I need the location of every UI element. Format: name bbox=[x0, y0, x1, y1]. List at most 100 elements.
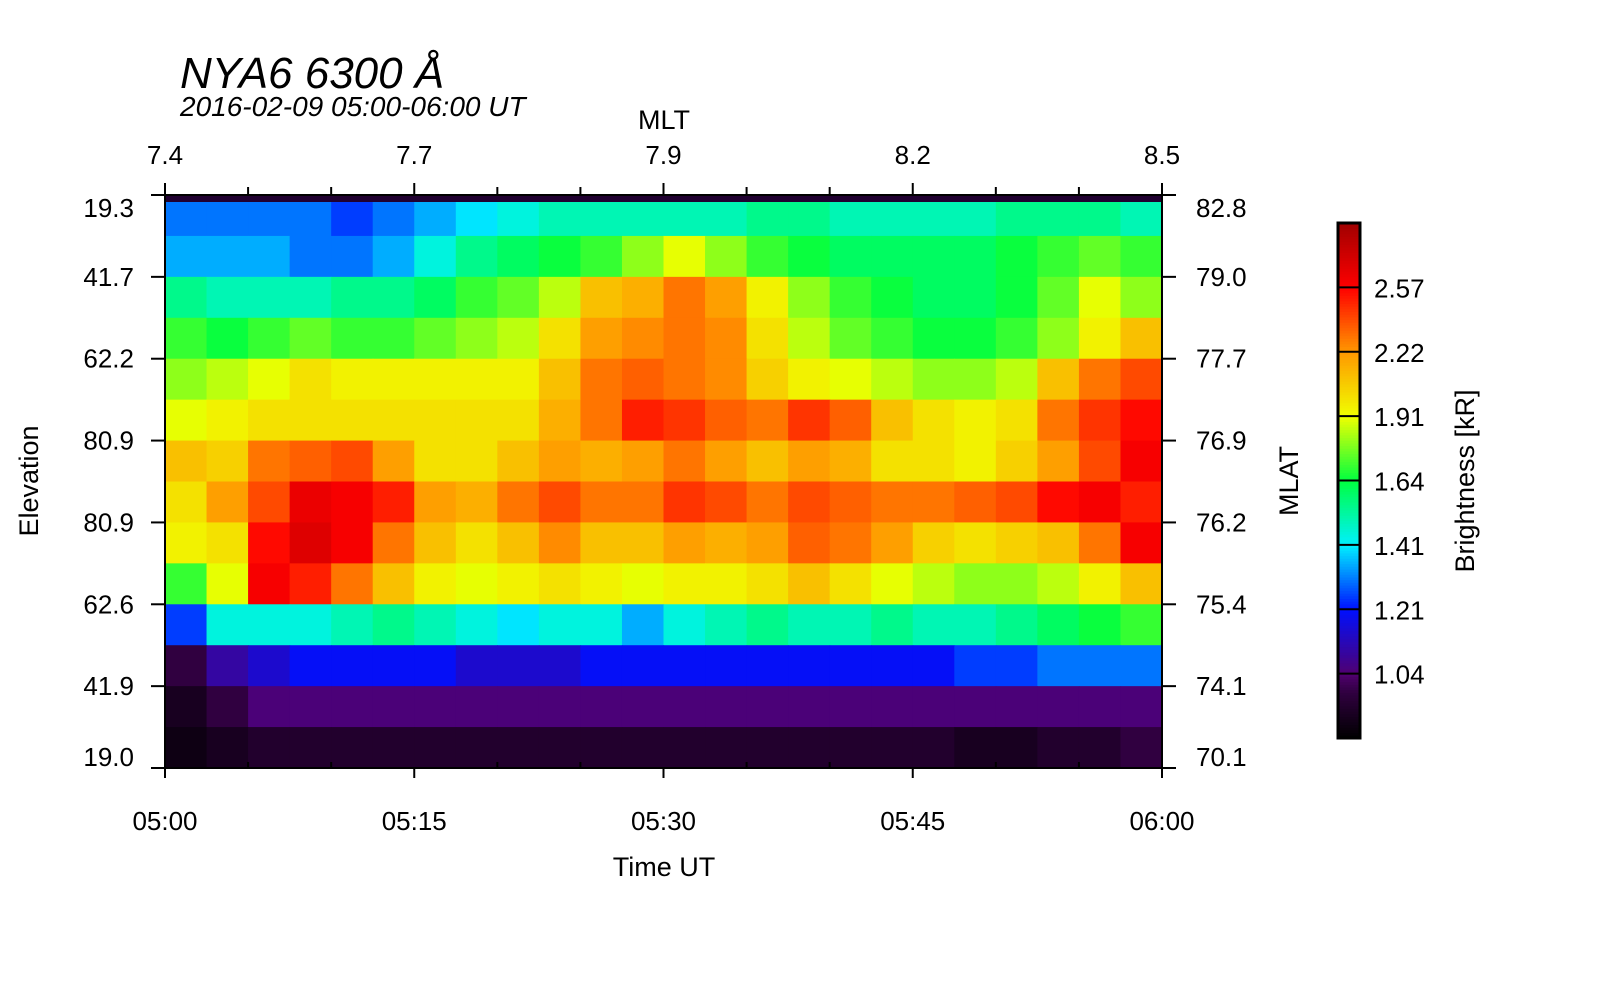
heatmap-cell bbox=[995, 358, 1038, 401]
heatmap-cell bbox=[621, 440, 665, 483]
colorbar-segment bbox=[1338, 472, 1360, 476]
heatmap-cell bbox=[871, 235, 914, 278]
heatmap-cell bbox=[331, 727, 374, 768]
heatmap-cell bbox=[497, 563, 540, 605]
heatmap-cell bbox=[705, 235, 748, 278]
heatmap-cell bbox=[455, 276, 498, 319]
heatmap-cell bbox=[705, 399, 748, 442]
axes: 05:00 7.4 05:15 7.7 05:30 7.9 05:45 8.2 06:00 8.5… bbox=[83, 140, 1246, 836]
colorbar-segment bbox=[1338, 381, 1360, 385]
colorbar-segment bbox=[1338, 236, 1360, 240]
heatmap-cell bbox=[788, 440, 831, 483]
colorbar-segment bbox=[1338, 437, 1360, 441]
colorbar-segment bbox=[1338, 424, 1360, 428]
colorbar-segment bbox=[1338, 536, 1360, 541]
colorbar-segment bbox=[1338, 676, 1360, 680]
heatmap-cell bbox=[580, 522, 623, 564]
colorbar-segment bbox=[1338, 290, 1360, 294]
colorbar-tick-label: 1.41 bbox=[1374, 531, 1425, 561]
colorbar-segment bbox=[1338, 534, 1360, 538]
heatmap-cell bbox=[331, 358, 374, 401]
colorbar-segment bbox=[1338, 652, 1360, 656]
heatmap-cell bbox=[580, 727, 623, 768]
colorbar-segment bbox=[1338, 619, 1360, 624]
heatmap-cell bbox=[289, 645, 332, 687]
heatmap-cell bbox=[995, 604, 1038, 646]
x-tick-label: 05:45 bbox=[880, 806, 945, 836]
colorbar-segment bbox=[1338, 716, 1360, 720]
colorbar-segment bbox=[1338, 367, 1360, 372]
heatmap-cell bbox=[829, 399, 872, 442]
colorbar-segment bbox=[1338, 528, 1360, 532]
heatmap-cell bbox=[248, 686, 291, 728]
colorbar-segment bbox=[1338, 271, 1360, 275]
heatmap-cell bbox=[248, 235, 291, 278]
heatmap-cell bbox=[165, 604, 208, 646]
heatmap-cell bbox=[954, 481, 997, 524]
heatmap-cell bbox=[455, 481, 498, 524]
heatmap-cell bbox=[206, 481, 249, 524]
heatmap-cell bbox=[331, 645, 374, 687]
y-axis-label: Elevation bbox=[14, 425, 44, 536]
colorbar-segment bbox=[1338, 539, 1360, 543]
heatmap-cell bbox=[455, 317, 498, 360]
colorbar-segment bbox=[1338, 483, 1360, 487]
heatmap-cell bbox=[746, 358, 789, 401]
heatmap-cell bbox=[705, 563, 748, 605]
colorbar-segment bbox=[1338, 603, 1360, 608]
heatmap-cell bbox=[497, 481, 540, 524]
heatmap-cell bbox=[331, 563, 374, 605]
heatmap-cell bbox=[995, 686, 1038, 728]
heatmap-cell bbox=[206, 235, 249, 278]
colorbar-segment bbox=[1338, 520, 1360, 524]
colorbar-segment bbox=[1338, 523, 1360, 527]
heatmap-cell bbox=[206, 358, 249, 401]
heatmap-cell bbox=[580, 317, 623, 360]
heatmap-cell bbox=[414, 358, 457, 401]
heatmap-cell bbox=[165, 481, 208, 524]
heatmap-cell bbox=[414, 235, 457, 278]
heatmap-cell bbox=[829, 522, 872, 564]
heatmap-cell bbox=[871, 645, 914, 687]
heatmap-cell bbox=[248, 440, 291, 483]
colorbar-segment bbox=[1338, 228, 1360, 232]
heatmap-cell bbox=[248, 522, 291, 564]
heatmap-cell bbox=[954, 440, 997, 483]
heatmap-cell bbox=[455, 235, 498, 278]
heatmap-cell bbox=[289, 481, 332, 524]
heatmap-cell bbox=[1078, 358, 1122, 401]
colorbar-segment bbox=[1338, 638, 1360, 642]
colorbar-segment bbox=[1338, 625, 1360, 629]
colorbar-segment bbox=[1338, 727, 1360, 731]
heatmap-cell bbox=[871, 604, 914, 646]
heatmap-cell bbox=[871, 686, 914, 728]
heatmap-cell bbox=[1120, 563, 1162, 605]
heatmap-cell bbox=[289, 727, 332, 768]
heatmap-cell bbox=[580, 563, 623, 605]
y-left-tick-label: 80.9 bbox=[83, 507, 134, 537]
heatmap-cell bbox=[663, 645, 706, 687]
heatmap-cell bbox=[414, 522, 457, 564]
heatmap-cell bbox=[1120, 686, 1162, 728]
colorbar-segment bbox=[1338, 566, 1360, 570]
colorbar-segment bbox=[1338, 426, 1360, 431]
heatmap-cell bbox=[206, 645, 249, 687]
heatmap-cell bbox=[746, 276, 789, 319]
x-axis-label: Time UT bbox=[613, 852, 716, 882]
heatmap-cell bbox=[538, 440, 582, 483]
heatmap-cell bbox=[372, 440, 415, 483]
heatmap-cell bbox=[372, 563, 415, 605]
heatmap-cell bbox=[331, 522, 374, 564]
y-left-tick-label: 19.3 bbox=[83, 193, 134, 223]
heatmap-cell bbox=[954, 235, 997, 278]
heatmap-cell bbox=[663, 727, 706, 768]
colorbar-segment bbox=[1338, 362, 1360, 366]
heatmap-cell bbox=[248, 604, 291, 646]
heatmap-cell bbox=[538, 686, 582, 728]
colorbar-segment bbox=[1338, 636, 1360, 640]
heatmap-cell bbox=[206, 727, 249, 768]
heatmap-cell bbox=[1120, 440, 1162, 483]
heatmap-cell bbox=[248, 563, 291, 605]
heatmap-cell bbox=[372, 686, 415, 728]
colorbar-segment bbox=[1338, 386, 1360, 390]
